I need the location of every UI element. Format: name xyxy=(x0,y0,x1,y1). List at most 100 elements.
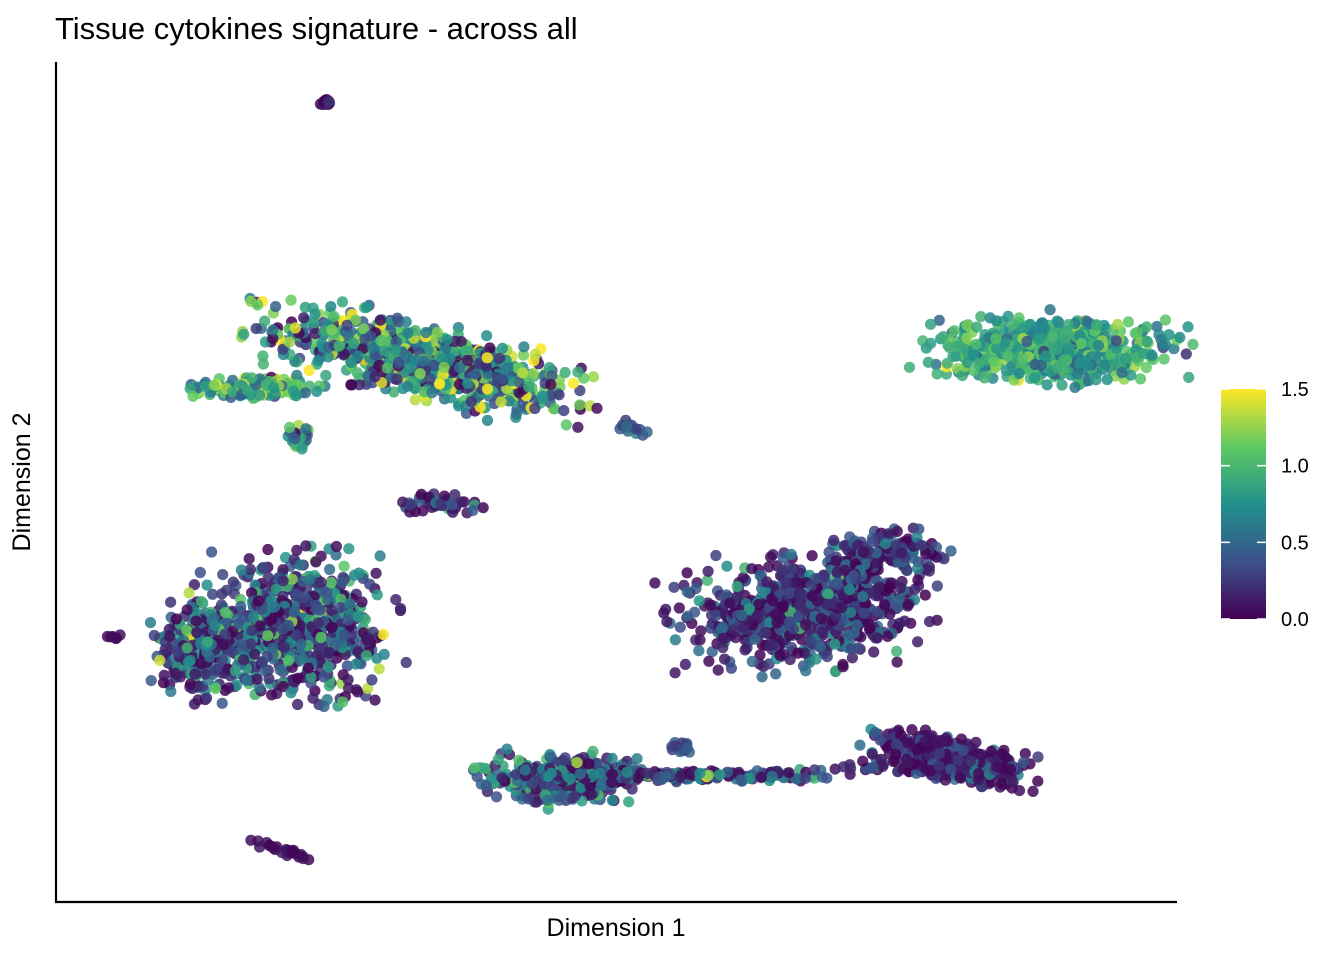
data-point xyxy=(360,650,372,662)
data-point xyxy=(397,382,409,395)
data-point xyxy=(292,698,304,711)
data-point xyxy=(299,387,311,399)
data-point xyxy=(1004,763,1017,776)
data-point xyxy=(1140,362,1152,374)
colorbar: 0.00.51.01.5 xyxy=(1221,379,1309,631)
data-point xyxy=(367,342,379,354)
data-point xyxy=(266,689,278,701)
data-point xyxy=(674,621,686,633)
data-point xyxy=(246,625,258,637)
data-point xyxy=(297,850,309,863)
data-point xyxy=(217,569,229,581)
data-point xyxy=(529,348,542,361)
data-point xyxy=(898,615,911,627)
data-point xyxy=(800,619,812,631)
data-point xyxy=(420,326,432,339)
data-point xyxy=(719,653,731,665)
data-point xyxy=(971,321,983,333)
data-point xyxy=(424,373,436,385)
data-point xyxy=(377,628,389,641)
data-point xyxy=(277,575,289,587)
data-point xyxy=(184,654,196,666)
data-point xyxy=(325,577,337,589)
data-point xyxy=(191,627,203,639)
data-point xyxy=(693,595,705,607)
data-point xyxy=(371,652,383,664)
data-point xyxy=(919,589,931,601)
data-point xyxy=(1158,353,1170,365)
data-point xyxy=(356,596,368,608)
data-point xyxy=(879,538,892,550)
data-point xyxy=(1122,316,1134,328)
data-point xyxy=(848,570,860,582)
data-point xyxy=(766,770,778,783)
data-point xyxy=(1174,331,1186,343)
data-point xyxy=(912,574,924,586)
data-point xyxy=(292,672,304,684)
data-point xyxy=(606,776,618,789)
colorbar-tick-label: 1.0 xyxy=(1281,456,1309,478)
data-point xyxy=(854,739,866,751)
data-point xyxy=(837,761,850,773)
data-point xyxy=(283,336,295,348)
data-point xyxy=(378,345,391,357)
data-point xyxy=(868,646,880,658)
data-point xyxy=(290,390,302,402)
data-point xyxy=(312,617,324,629)
data-point xyxy=(891,656,903,668)
data-point xyxy=(944,341,956,354)
data-point xyxy=(324,563,336,576)
data-point xyxy=(756,671,768,683)
data-point xyxy=(390,594,402,606)
data-point xyxy=(364,330,377,342)
data-point xyxy=(342,614,354,626)
data-point xyxy=(1141,335,1153,347)
data-point xyxy=(857,591,869,603)
data-point xyxy=(774,649,786,661)
data-point xyxy=(780,577,792,589)
data-point xyxy=(517,367,529,379)
data-point xyxy=(988,355,1000,367)
data-point xyxy=(148,629,160,642)
data-point xyxy=(1040,350,1052,362)
data-point xyxy=(1002,350,1014,362)
data-point xyxy=(621,420,633,432)
data-point xyxy=(1027,785,1039,798)
data-point xyxy=(837,661,849,673)
data-point xyxy=(1032,751,1044,763)
data-point xyxy=(199,668,211,680)
data-point xyxy=(257,562,269,574)
data-point xyxy=(681,567,693,579)
data-point xyxy=(902,737,914,749)
data-point xyxy=(564,773,577,785)
data-point xyxy=(299,301,311,313)
data-point xyxy=(991,761,1003,773)
data-point xyxy=(481,330,493,342)
data-point xyxy=(441,334,453,346)
data-point xyxy=(705,599,717,611)
data-point xyxy=(761,576,773,588)
data-point xyxy=(252,299,264,311)
data-point xyxy=(815,612,827,625)
data-point xyxy=(787,623,800,635)
data-point xyxy=(496,342,508,354)
colorbar-tick-label: 0.0 xyxy=(1281,609,1309,631)
data-point xyxy=(280,551,292,564)
data-point xyxy=(912,562,924,575)
data-point xyxy=(522,793,535,805)
data-point xyxy=(912,636,924,648)
x-axis-label: Dimension 1 xyxy=(546,914,686,942)
data-point xyxy=(903,361,916,373)
data-point xyxy=(1099,359,1111,371)
data-point xyxy=(415,488,427,500)
data-point xyxy=(381,362,393,374)
data-point xyxy=(216,697,228,709)
data-point xyxy=(254,389,266,401)
data-point xyxy=(1132,326,1144,338)
data-point xyxy=(1059,331,1071,343)
data-point xyxy=(330,540,342,553)
data-point xyxy=(251,673,263,685)
data-point xyxy=(288,606,300,618)
data-point xyxy=(206,546,218,558)
data-point xyxy=(227,576,239,588)
